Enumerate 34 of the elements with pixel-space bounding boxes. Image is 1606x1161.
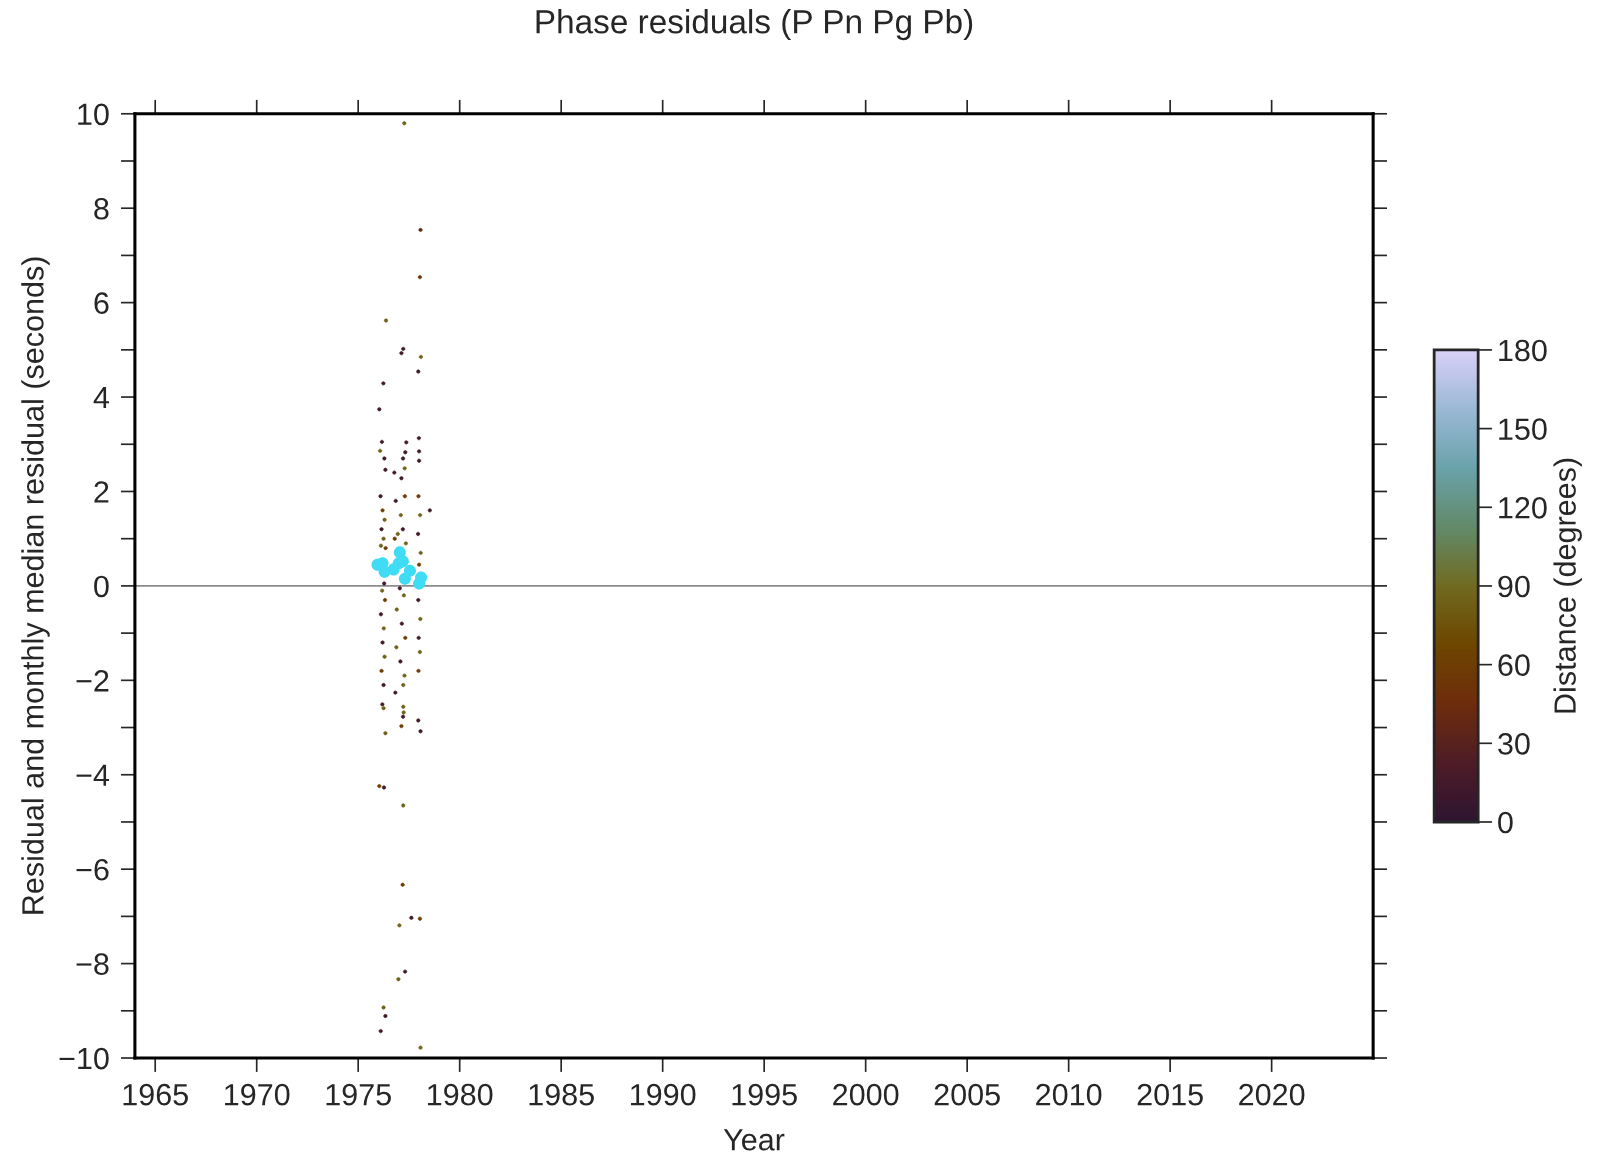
y-tick-label: −10 bbox=[59, 1047, 109, 1070]
y-tick-label: −4 bbox=[76, 764, 110, 786]
y-tick-label: −2 bbox=[76, 670, 109, 692]
x-tick-label: 2020 bbox=[1239, 1083, 1305, 1106]
x-tick-label: 2005 bbox=[934, 1083, 1000, 1106]
color-bar-title: Distance (degrees) bbox=[1553, 458, 1582, 713]
y-tick-label: 0 bbox=[94, 575, 109, 598]
color-bar-label: 90 bbox=[1498, 575, 1530, 598]
color-bar-label: 30 bbox=[1498, 733, 1530, 755]
x-tick-label: 1980 bbox=[428, 1083, 493, 1106]
x-tick-label: 2015 bbox=[1137, 1083, 1203, 1106]
y-tick-label: 10 bbox=[78, 103, 109, 126]
y-tick-label: 4 bbox=[93, 387, 110, 409]
y-tick-label: 6 bbox=[94, 292, 109, 314]
x-tick-label: 2000 bbox=[833, 1083, 899, 1106]
color-bar-label: 180 bbox=[1499, 339, 1547, 362]
chart-title: Phase residuals (P Pn Pg Pb) bbox=[536, 9, 973, 41]
x-tick-label: 1975 bbox=[326, 1083, 391, 1106]
x-tick-label: 1965 bbox=[123, 1083, 188, 1106]
color-bar-label: 60 bbox=[1498, 654, 1530, 677]
x-tick-label: 1970 bbox=[225, 1083, 290, 1106]
y-axis-title: Residual and monthly median residual (seconds) bbox=[21, 257, 50, 914]
y-tick-label: −8 bbox=[76, 953, 109, 975]
y-tick-label: 8 bbox=[94, 197, 109, 220]
x-axis-title: Year bbox=[723, 1129, 785, 1151]
x-tick-label: 2010 bbox=[1036, 1083, 1102, 1106]
x-tick-label: 1995 bbox=[732, 1083, 797, 1106]
color-bar-label: 150 bbox=[1499, 418, 1547, 440]
y-tick-label: 2 bbox=[94, 481, 109, 503]
x-tick-label: 1990 bbox=[631, 1083, 696, 1106]
color-bar-label: 0 bbox=[1498, 811, 1513, 834]
y-tick-label: −6 bbox=[76, 858, 109, 881]
x-tick-label: 1985 bbox=[529, 1083, 594, 1106]
color-bar-label: 120 bbox=[1499, 497, 1547, 519]
